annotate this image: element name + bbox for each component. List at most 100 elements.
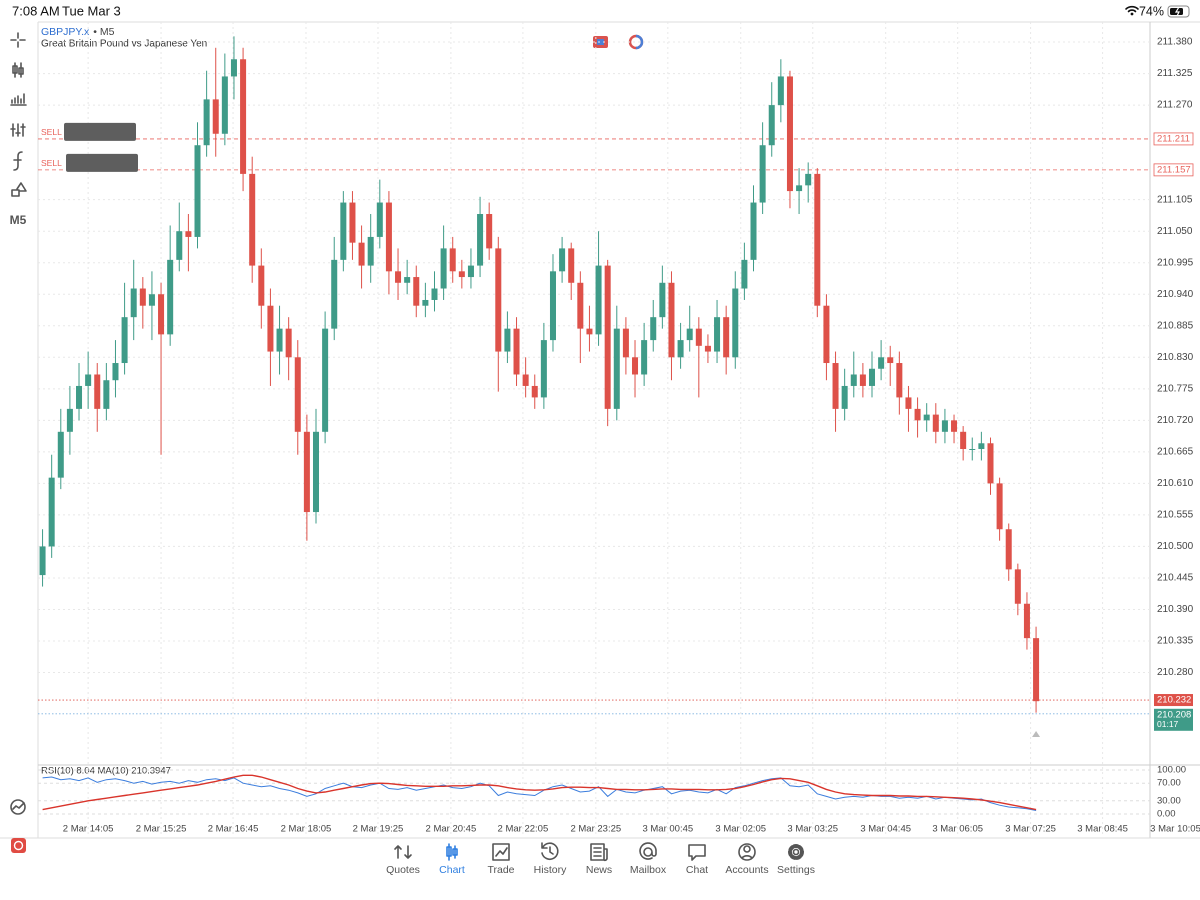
tab[interactable]: Chart (439, 843, 465, 876)
timeframe-button[interactable]: M5 (10, 213, 27, 227)
indicator-tick-label: 0.00 (1157, 809, 1176, 820)
crosshair-tool[interactable] (10, 32, 26, 48)
candle-body (331, 259, 338, 329)
trade-button-icon[interactable] (13, 840, 24, 851)
bid-price: 210.232 (1157, 695, 1191, 706)
indicator-label: RSI(10) 8.04 MA(10) 210.3947 (41, 766, 171, 777)
status-time: 7:08 AM (12, 3, 60, 18)
candle-body (1005, 529, 1012, 570)
tab-label[interactable]: Chat (686, 864, 708, 876)
trade-button[interactable] (11, 838, 26, 853)
one-click-trading-inner[interactable] (597, 39, 604, 45)
tab[interactable]: Settings (777, 844, 815, 876)
x-tick-label: 3 Mar 00:45 (642, 824, 693, 835)
tab-icon-person[interactable] (741, 845, 753, 859)
objects-tool[interactable] (11, 182, 27, 197)
candle-body (76, 385, 83, 409)
tab-label[interactable]: History (534, 864, 567, 876)
candle-body (121, 317, 128, 364)
candle-body (896, 363, 903, 398)
candle-body (887, 357, 894, 364)
tab-label[interactable]: News (586, 864, 612, 876)
order-type: SELL (41, 127, 62, 137)
candle-body (413, 277, 420, 306)
tab-label[interactable]: Accounts (725, 864, 768, 876)
candle-body (704, 345, 711, 352)
candle-body (677, 340, 684, 358)
candle-body (85, 374, 92, 386)
candle-body (960, 431, 967, 449)
tab-icon[interactable] (639, 842, 657, 860)
candle-body (495, 248, 502, 352)
indicator-tick-label: 30.00 (1157, 795, 1181, 806)
candle-body (540, 340, 547, 398)
candle-body (458, 271, 465, 278)
candle-body (221, 76, 228, 134)
status-date: Tue Mar 3 (62, 3, 121, 18)
tab-icon[interactable] (788, 844, 804, 860)
tab-icon[interactable] (688, 844, 706, 861)
tab[interactable]: Accounts (725, 843, 769, 876)
y-tick-label: 211.380 (1157, 37, 1193, 48)
indicator-line (42, 774, 1037, 811)
x-tick-label: 2 Mar 22:05 (498, 824, 549, 835)
chart-type-tool[interactable] (12, 62, 24, 78)
bar-timer: 01:17 (1157, 719, 1179, 729)
y-tick-label: 211.050 (1157, 226, 1193, 237)
candle-body (650, 317, 657, 341)
tab-icon[interactable] (541, 842, 559, 860)
order-price: 211.211 (1157, 133, 1190, 144)
indicator-tick-label: 70.00 (1157, 778, 1181, 789)
indicator-tick-label: 100.00 (1157, 765, 1186, 776)
indicator-tool-line[interactable] (12, 802, 25, 810)
candle-body (212, 99, 219, 134)
tab-icon-center[interactable] (792, 848, 800, 856)
candle-body (158, 294, 165, 335)
tab[interactable]: Chat (686, 844, 708, 876)
candle-body (513, 328, 520, 375)
candle-body (595, 265, 602, 335)
tab[interactable]: Quotes (386, 845, 420, 876)
tab-icon[interactable] (446, 843, 458, 861)
candle-body (522, 374, 529, 386)
candle-body (486, 214, 493, 249)
ask-price: 210.208 (1157, 709, 1191, 720)
tab-label[interactable]: Mailbox (630, 864, 667, 876)
tab[interactable]: History (534, 842, 567, 876)
y-tick-label: 211.105 (1157, 194, 1193, 205)
candle-body (559, 248, 566, 272)
bid-price-box (1154, 694, 1193, 707)
tab-label[interactable]: Trade (487, 864, 514, 876)
symbol-description: Great Britain Pound vs Japanese Yen (41, 39, 207, 50)
candle-body (768, 105, 775, 146)
candle-body (276, 328, 283, 352)
tab[interactable]: Mailbox (630, 842, 667, 876)
tab-icon[interactable] (492, 843, 510, 861)
candle-body (868, 368, 876, 386)
candle-body (951, 420, 958, 432)
tab-label[interactable]: Settings (777, 864, 815, 876)
tab-icon[interactable] (738, 843, 756, 861)
order-volume-box (64, 122, 136, 141)
candle-body (695, 328, 702, 346)
y-tick-label: 210.940 (1157, 289, 1194, 300)
grid (38, 22, 1150, 835)
indicators-tool[interactable] (10, 93, 27, 106)
function-tool[interactable] (13, 151, 23, 171)
tab-label[interactable]: Quotes (386, 864, 420, 876)
candle-body (103, 380, 110, 409)
candle-body (167, 259, 174, 335)
candle-body (714, 317, 721, 352)
tab-icon[interactable] (590, 843, 608, 862)
settings-tool[interactable] (10, 123, 26, 137)
tab[interactable]: News (586, 843, 612, 876)
candle-body (130, 288, 137, 318)
last-bar-marker (1032, 731, 1041, 737)
tab-label[interactable]: Chart (439, 864, 465, 876)
tab[interactable]: Trade (487, 843, 515, 876)
depth-button-half[interactable] (635, 34, 644, 50)
indicator-tool[interactable] (10, 799, 26, 815)
candle-body (841, 385, 848, 409)
tab-icon[interactable] (394, 845, 412, 859)
candle-body (850, 374, 857, 386)
